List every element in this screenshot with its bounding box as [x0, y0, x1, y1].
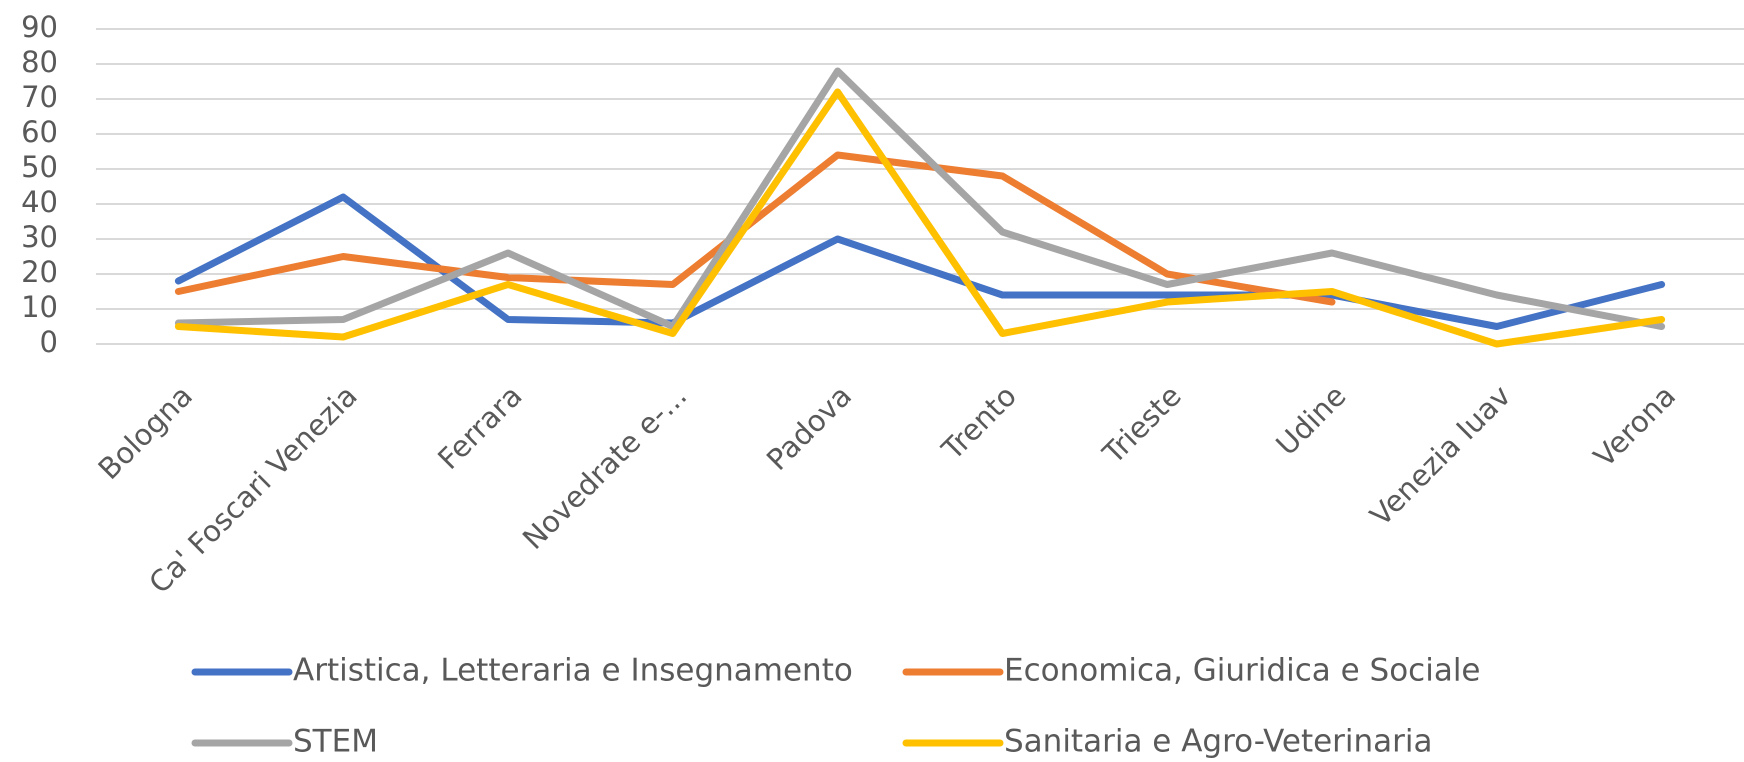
x-tick-label: Novedrate e-...	[516, 379, 693, 556]
legend-label: Sanitaria e Agro-Veterinaria	[1004, 724, 1433, 760]
series-line	[174, 151, 1336, 306]
y-tick-label: 50	[21, 150, 58, 184]
y-tick-label: 90	[21, 10, 58, 44]
legend-label: Economica, Giuridica e Sociale	[1004, 653, 1481, 689]
y-tick-label: 80	[21, 45, 58, 79]
x-tick-label: Trento	[935, 379, 1023, 467]
x-tick-label: Verona	[1587, 379, 1682, 474]
x-tick-label: Udine	[1269, 379, 1352, 462]
y-tick-label: 0	[40, 325, 58, 359]
x-tick-label: Padova	[760, 379, 858, 477]
series-line	[174, 193, 1666, 330]
y-tick-label: 30	[21, 220, 58, 254]
y-tick-label: 40	[21, 185, 58, 219]
y-tick-label: 60	[21, 115, 58, 149]
legend-label: STEM	[293, 724, 378, 760]
x-tick-label: Ferrara	[431, 379, 528, 476]
x-tick-label: Bologna	[92, 379, 199, 486]
x-tick-label: Trieste	[1095, 379, 1187, 471]
series-line	[174, 67, 1666, 330]
x-tick-label: Venezia Iuav	[1363, 379, 1517, 533]
legend-label: Artistica, Letteraria e Insegnamento	[293, 653, 853, 689]
y-tick-label: 20	[21, 255, 58, 289]
series-line	[174, 88, 1666, 348]
y-tick-label: 70	[21, 80, 58, 114]
y-tick-label: 10	[21, 290, 58, 324]
